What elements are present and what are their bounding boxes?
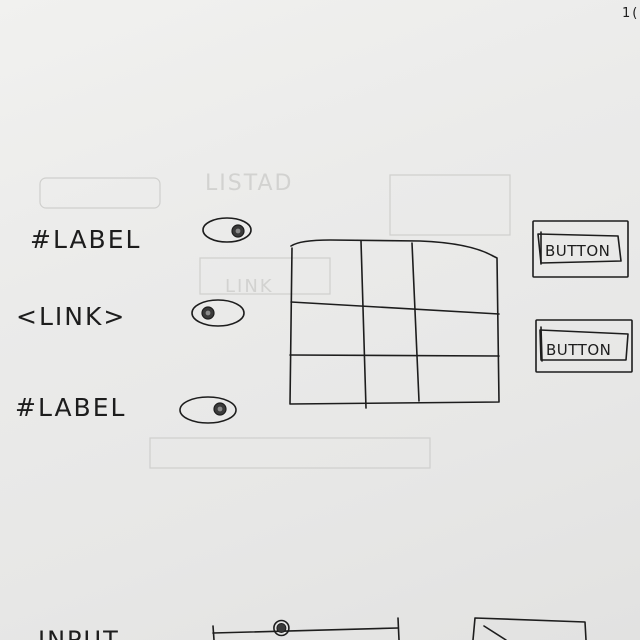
svg-text:LINK: LINK [225,276,274,297]
radio-toggle-1[interactable] [202,217,252,243]
button-1[interactable]: BUTTON [532,220,629,278]
row-label-3: #LABEL [15,393,126,422]
button-1-label: BUTTON [545,242,610,260]
bottom-dropdown[interactable] [472,617,587,640]
button-2-label: BUTTON [546,341,611,359]
page-corner-mark: 1( [622,6,639,21]
grid-col-line-1 [360,240,367,409]
slider-thumb[interactable] [273,619,290,637]
slider[interactable] [212,617,400,640]
input-label: INPUT [38,626,120,640]
button-2[interactable]: BUTTON [535,319,633,373]
svg-text:LISTAD: LISTAD [205,171,293,196]
radio-toggle-2[interactable] [191,299,245,327]
slider-track [212,627,399,634]
grid-col-line-2 [411,242,420,402]
radio-toggle-3[interactable] [179,396,237,424]
data-grid[interactable] [289,239,500,409]
grid-outline [289,239,500,405]
row-label-2: <LINK> [16,302,126,331]
grid-row-line-1 [290,301,500,315]
row-label-1: #LABEL [30,225,141,254]
grid-row-line-2 [289,354,500,357]
paper-bleed-through: LISTAD LINK [39,171,511,469]
